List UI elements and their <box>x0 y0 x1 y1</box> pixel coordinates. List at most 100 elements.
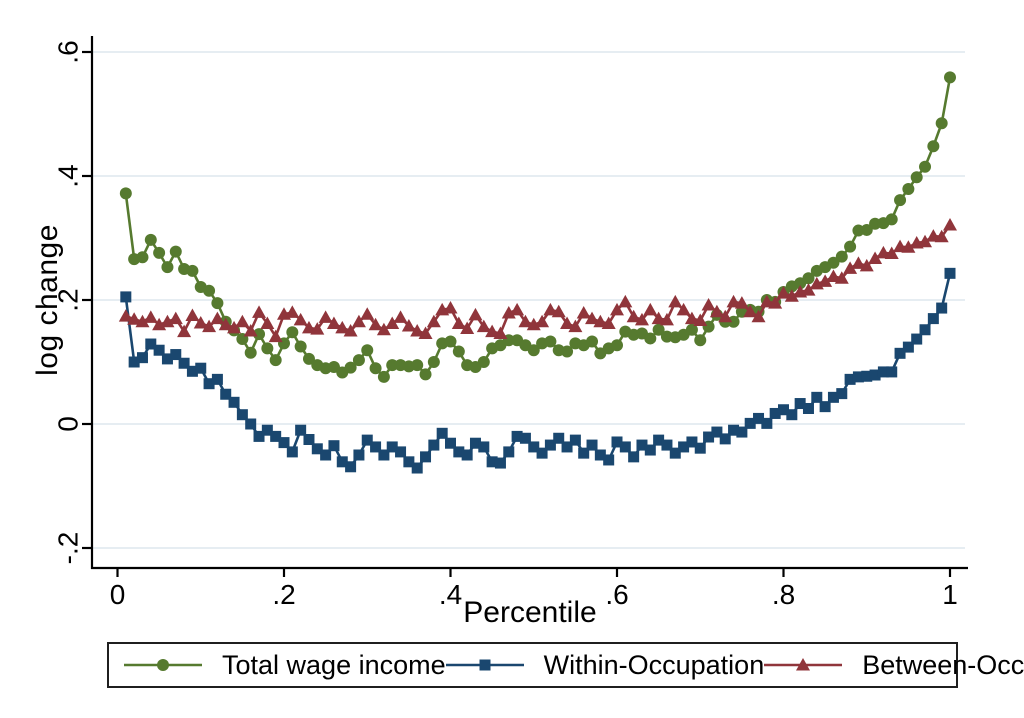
marker-triangle <box>410 324 425 337</box>
marker-square <box>711 426 723 438</box>
marker-square <box>519 432 531 444</box>
marker-triangle <box>468 307 483 321</box>
marker-triangle <box>318 310 333 323</box>
marker-circle <box>835 250 848 263</box>
marker-square <box>178 357 190 369</box>
marker-triangle <box>768 296 783 309</box>
marker-triangle <box>543 302 558 316</box>
marker-triangle <box>360 307 375 320</box>
marker-square <box>927 313 939 325</box>
marker-circle <box>261 342 274 355</box>
marker-triangle <box>143 310 158 323</box>
marker-triangle <box>268 329 283 343</box>
marker-triangle <box>693 313 708 326</box>
marker-triangle <box>726 294 741 308</box>
marker-square <box>653 434 665 446</box>
x-tick-label: 0 <box>110 579 126 610</box>
marker-circle <box>161 261 174 274</box>
marker-triangle <box>518 314 533 328</box>
marker-square <box>203 378 215 390</box>
marker-triangle <box>859 258 874 272</box>
marker-square <box>395 446 407 458</box>
marker-triangle <box>243 324 258 337</box>
marker-square <box>728 424 740 436</box>
marker-square <box>411 462 423 474</box>
marker-triangle <box>826 269 841 282</box>
marker-circle <box>386 359 399 372</box>
marker-triangle <box>634 312 649 326</box>
marker-triangle <box>701 297 716 311</box>
marker-circle <box>411 359 424 372</box>
y-axis-title: log change <box>31 224 64 376</box>
marker-square <box>852 371 864 383</box>
marker-circle <box>344 361 357 374</box>
marker-triangle <box>676 302 691 316</box>
marker-circle <box>910 171 923 184</box>
marker-square <box>494 457 506 469</box>
marker-square <box>286 446 298 458</box>
marker-circle <box>419 368 432 381</box>
marker-square <box>353 449 365 461</box>
marker-square <box>694 442 706 454</box>
marker-circle <box>136 251 149 264</box>
marker-square <box>220 388 232 400</box>
marker-circle <box>611 339 623 352</box>
marker-square <box>619 441 631 453</box>
y-tick-label: .4 <box>53 164 84 187</box>
marker-triangle <box>385 316 400 330</box>
marker-square <box>836 388 848 400</box>
marker-square <box>378 449 390 461</box>
legend-key-circle-icon <box>124 659 202 671</box>
legend: Total wage income Within-Occupation Betw… <box>107 642 1024 688</box>
marker-circle <box>169 245 182 258</box>
marker-circle <box>561 345 574 358</box>
marker-square <box>544 439 556 451</box>
marker-circle <box>244 346 257 359</box>
marker-square <box>270 430 282 442</box>
y-tick-label: .6 <box>53 40 84 63</box>
marker-triangle <box>818 274 833 287</box>
marker-square <box>469 437 481 449</box>
marker-circle <box>253 328 266 341</box>
marker-triangle <box>418 326 433 339</box>
marker-circle <box>144 233 157 246</box>
marker-square <box>761 417 773 429</box>
marker-triangle <box>743 304 758 318</box>
marker-square <box>686 436 698 448</box>
marker-square <box>420 451 432 463</box>
marker-triangle <box>343 324 358 337</box>
marker-square <box>636 439 648 451</box>
marker-triangle <box>451 316 466 330</box>
marker-square <box>819 401 831 413</box>
marker-square <box>769 407 781 419</box>
marker-triangle <box>884 246 899 259</box>
legend-item-total-wage-income: Total wage income <box>124 650 446 681</box>
marker-triangle <box>568 319 583 333</box>
marker-square <box>811 391 823 403</box>
marker-triangle <box>651 311 666 325</box>
marker-square <box>528 441 540 453</box>
marker-square <box>120 291 132 303</box>
marker-square <box>644 444 656 456</box>
marker-triangle <box>127 312 142 325</box>
marker-triangle <box>326 316 341 330</box>
marker-square <box>311 443 323 455</box>
marker-triangle <box>260 316 275 330</box>
marker-circle <box>361 344 374 357</box>
marker-triangle <box>901 240 916 253</box>
marker-triangle <box>943 217 957 231</box>
marker-triangle <box>934 229 949 243</box>
marker-square <box>919 324 931 336</box>
marker-square <box>902 341 914 353</box>
x-axis-title: Percentile <box>463 596 597 629</box>
marker-square <box>361 434 373 446</box>
marker-circle <box>211 297 224 310</box>
marker-square <box>578 447 590 459</box>
marker-circle <box>527 344 540 357</box>
y-tick-label: -.2 <box>53 532 84 565</box>
marker-triangle <box>218 317 233 331</box>
marker-square <box>278 437 290 449</box>
marker-triangle <box>801 283 816 296</box>
marker-triangle <box>668 294 683 308</box>
marker-circle <box>286 326 299 339</box>
